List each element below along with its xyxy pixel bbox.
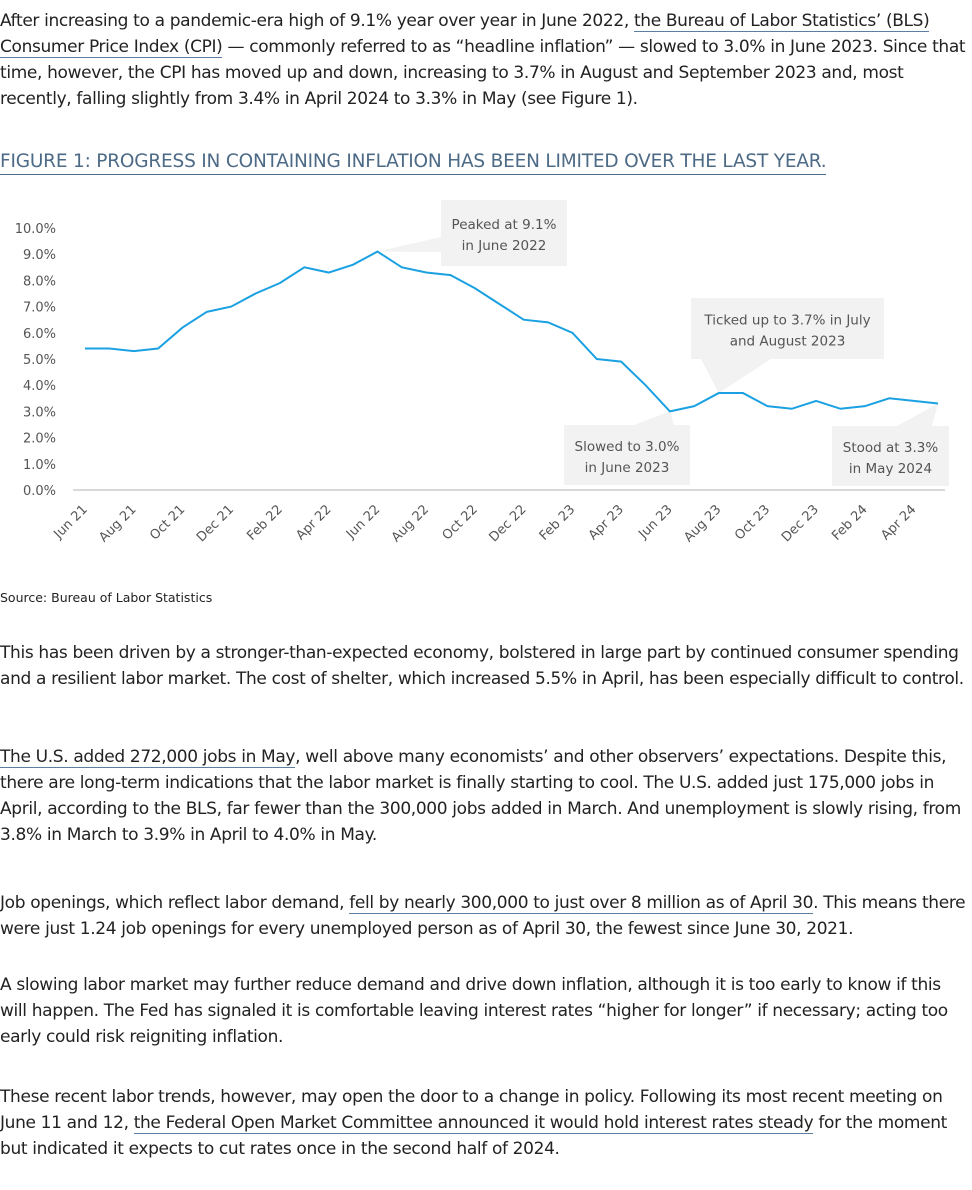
y-tick-label: 10.0%: [15, 222, 56, 237]
annotation-pointer: [634, 411, 674, 425]
x-tick-label: Jun 22: [343, 502, 383, 542]
job-openings-link[interactable]: fell by nearly 300,000 to just over 8 mi…: [349, 893, 814, 914]
cpi-line-chart: 0.0% 1.0% 2.0% 3.0% 4.0% 5.0% 6.0% 7.0% 8.0% 9.0%…: [15, 200, 949, 545]
x-tick-label: Dec 23: [779, 502, 822, 545]
annotation-text: Slowed to 3.0%: [575, 439, 680, 455]
x-tick-label: Oct 22: [440, 502, 481, 543]
bls-cpi-link[interactable]: the Bureau of Labor Statistics’ (BLS) Co…: [0, 11, 930, 58]
x-tick-label: Aug 23: [681, 502, 724, 545]
x-tick-label: Oct 21: [147, 502, 188, 543]
paragraph-economy: This has been driven by a stronger-than-…: [0, 643, 964, 689]
paragraph-openings: Job openings, which reflect labor demand…: [0, 893, 966, 939]
y-tick-label: 1.0%: [23, 458, 56, 473]
annotation-box: [564, 425, 690, 485]
x-tick-label: Aug 22: [389, 502, 432, 545]
annotation-text: Stood at 3.3%: [843, 440, 939, 456]
y-tick-label: 9.0%: [23, 248, 56, 263]
annotation-box: [691, 298, 884, 359]
y-tick-label: 2.0%: [23, 432, 56, 447]
x-tick-label: Feb 22: [244, 502, 286, 544]
annotation-pointer: [377, 237, 441, 252]
annotation-text: Ticked up to 3.7% in July: [703, 313, 870, 329]
figure-title: FIGURE 1: PROGRESS IN CONTAINING INFLATI…: [0, 150, 827, 175]
intro-paragraph: After increasing to a pandemic-era high …: [0, 11, 966, 109]
x-tick-label: Apr 24: [878, 502, 919, 543]
annotation-text: in May 2024: [849, 461, 932, 477]
y-tick-label: 3.0%: [23, 405, 56, 420]
y-tick-label: 4.0%: [23, 379, 56, 394]
y-tick-label: 5.0%: [23, 353, 56, 368]
x-tick-label: Apr 22: [293, 502, 334, 543]
annotation-text: Peaked at 9.1%: [452, 217, 557, 233]
y-tick-label: 0.0%: [23, 484, 56, 499]
x-tick-label: Feb 23: [537, 502, 579, 544]
x-tick-label: Apr 23: [586, 502, 627, 543]
annotation-pointer: [701, 359, 771, 394]
annotation-box: [832, 426, 949, 486]
x-tick-label: Aug 21: [96, 502, 139, 545]
annotation-box: [441, 200, 567, 266]
annotation-text: and August 2023: [730, 334, 846, 350]
jobs-may-link[interactable]: The U.S. added 272,000 jobs in May: [0, 747, 296, 768]
paragraph-fed: A slowing labor market may further reduc…: [0, 975, 948, 1047]
x-tick-label: Dec 22: [486, 502, 529, 545]
y-tick-label: 6.0%: [23, 327, 56, 342]
cpi-series-line: [85, 250, 939, 413]
x-tick-label: Dec 21: [194, 502, 237, 545]
x-tick-label: Oct 23: [732, 502, 773, 543]
y-tick-label: 7.0%: [23, 301, 56, 316]
paragraph-policy: These recent labor trends, however, may …: [0, 1087, 947, 1159]
annotation-pointer: [897, 403, 938, 426]
annotation-text: in June 2022: [462, 238, 547, 254]
source-note: Source: Bureau of Labor Statistics: [0, 590, 213, 605]
paragraph-jobs: The U.S. added 272,000 jobs in May, well…: [0, 747, 961, 845]
fomc-link[interactable]: the Federal Open Market Committee announ…: [133, 1113, 814, 1134]
annotation-text: in June 2023: [585, 460, 670, 476]
x-tick-label: Jun 23: [635, 502, 675, 542]
y-tick-label: 8.0%: [23, 274, 56, 289]
x-tick-label: Feb 24: [829, 502, 871, 544]
x-tick-label: Jun 21: [51, 502, 91, 542]
